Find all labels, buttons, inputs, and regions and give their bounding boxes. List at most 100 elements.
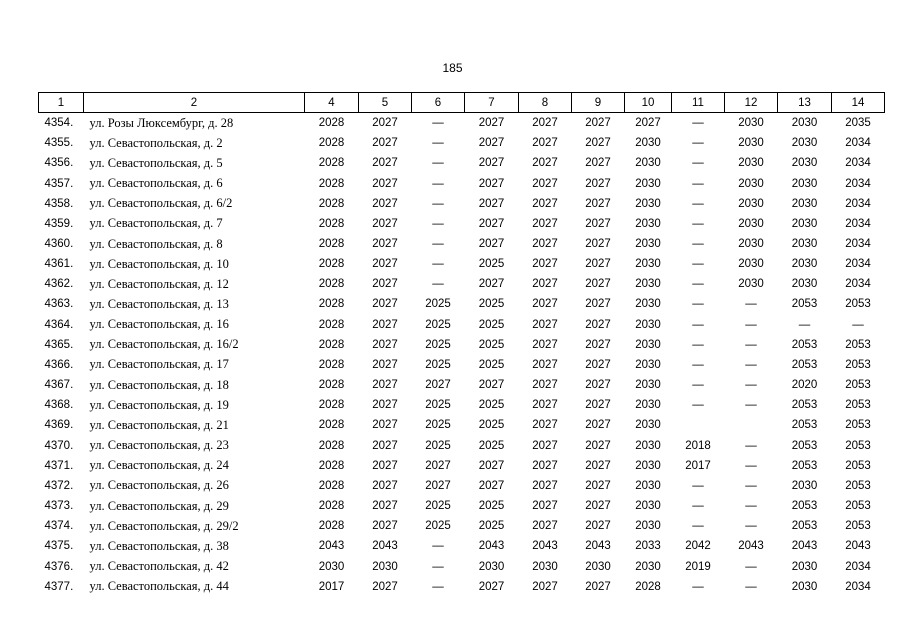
table-row: 4357. ул. Севастопольская, д. 6 2028 2027 — 2… <box>39 173 885 193</box>
row-number: 4355. <box>44 137 74 150</box>
year-cell: 2043 <box>532 540 558 553</box>
year-cell: — <box>745 338 757 351</box>
year-cell: — <box>745 459 757 472</box>
year-cell: 2027 <box>372 379 398 392</box>
year-cell: 2028 <box>318 157 345 170</box>
year-cell: 2025 <box>478 520 505 533</box>
year-cell: 2053 <box>845 500 871 513</box>
row-number: 4363. <box>44 298 74 311</box>
year-cell: 2025 <box>478 500 505 513</box>
year-cell: — <box>692 177 704 190</box>
year-cell: 2025 <box>478 318 505 331</box>
year-cell: 2027 <box>585 479 611 492</box>
header-cell: 5 <box>358 92 412 113</box>
year-cell: 2028 <box>318 197 345 210</box>
year-cell: 2043 <box>791 540 818 553</box>
year-cell: 2034 <box>845 258 871 271</box>
year-cell: 2027 <box>532 459 558 472</box>
year-cell: 2034 <box>845 217 871 230</box>
year-cell: 2027 <box>585 258 611 271</box>
header-cell: 11 <box>671 92 725 113</box>
year-cell: 2027 <box>532 479 558 492</box>
row-number: 4377. <box>44 580 74 593</box>
table-row: 4373. ул. Севастопольская, д. 29 2028 2027 2… <box>39 496 885 516</box>
table: 1 2 4 5 6 7 8 9 10 11 12 13 14 4354. ул. Розы Люксемб… <box>38 92 885 597</box>
address: ул. Севастопольская, д. 26 <box>89 478 229 493</box>
row-number: 4368. <box>44 399 74 412</box>
year-cell: 2027 <box>532 278 558 291</box>
year-cell: 2027 <box>585 379 611 392</box>
year-cell: — <box>432 560 444 573</box>
year-cell: 2053 <box>845 358 871 371</box>
row-number: 4358. <box>44 197 74 210</box>
header-cell: 13 <box>777 92 832 113</box>
year-cell: 2034 <box>845 177 871 190</box>
year-cell: 2017 <box>318 580 345 593</box>
year-cell: — <box>692 117 704 130</box>
year-cell: 2053 <box>791 459 818 472</box>
address: ул. Севастопольская, д. 12 <box>89 276 229 291</box>
address: ул. Севастопольская, д. 44 <box>89 579 229 594</box>
year-cell: 2027 <box>478 459 505 472</box>
year-cell: 2053 <box>845 479 871 492</box>
year-cell: 2053 <box>845 298 871 311</box>
year-cell: 2030 <box>585 560 611 573</box>
year-cell: 2030 <box>738 157 764 170</box>
year-cell: 2027 <box>372 278 398 291</box>
year-cell: — <box>692 217 704 230</box>
table-row: 4361. ул. Севастопольская, д. 10 2028 2027 —… <box>39 254 885 274</box>
year-cell: 2030 <box>635 278 661 291</box>
year-cell: 2027 <box>585 197 611 210</box>
year-cell: 2025 <box>478 258 505 271</box>
year-cell: 2027 <box>372 318 398 331</box>
year-cell: 2030 <box>635 338 661 351</box>
year-cell: 2027 <box>532 238 558 251</box>
year-cell: 2030 <box>635 177 661 190</box>
year-cell: 2027 <box>372 157 398 170</box>
address: ул. Севастопольская, д. 10 <box>89 256 229 271</box>
table-row: 4375. ул. Севастопольская, д. 38 2043 2043 —… <box>39 536 885 556</box>
year-cell: 2030 <box>635 520 661 533</box>
year-cell: 2030 <box>478 560 505 573</box>
year-cell: 2027 <box>532 439 558 452</box>
address: ул. Севастопольская, д. 5 <box>89 155 223 170</box>
year-cell: 2034 <box>845 560 871 573</box>
year-cell: 2028 <box>318 217 345 230</box>
year-cell: 2030 <box>791 278 818 291</box>
year-cell: 2028 <box>318 379 345 392</box>
year-cell: 2019 <box>685 560 711 573</box>
year-cell: 2028 <box>318 278 345 291</box>
year-cell: 2030 <box>738 278 764 291</box>
year-cell: 2027 <box>532 358 558 371</box>
year-cell: 2053 <box>791 500 818 513</box>
year-cell: 2030 <box>635 298 661 311</box>
year-cell: 2027 <box>425 459 451 472</box>
year-cell: 2028 <box>318 358 345 371</box>
year-cell: — <box>745 439 757 452</box>
year-cell: — <box>432 177 444 190</box>
year-cell: 2025 <box>425 298 451 311</box>
year-cell: 2027 <box>585 177 611 190</box>
year-cell: 2053 <box>845 379 871 392</box>
year-cell: 2027 <box>585 419 611 432</box>
year-cell: — <box>692 157 704 170</box>
year-cell: — <box>798 318 811 331</box>
year-cell: 2033 <box>635 540 661 553</box>
year-cell: 2025 <box>425 439 451 452</box>
header-cell: 14 <box>831 92 885 113</box>
row-number: 4356. <box>44 157 74 170</box>
year-cell: 2028 <box>318 419 345 432</box>
year-cell: 2053 <box>791 399 818 412</box>
year-cell: 2027 <box>532 137 558 150</box>
row-number: 4364. <box>44 318 74 331</box>
year-cell: 2027 <box>478 157 505 170</box>
year-cell: 2034 <box>845 157 871 170</box>
year-cell: 2030 <box>635 560 661 573</box>
table-row: 4362. ул. Севастопольская, д. 12 2028 2027 —… <box>39 274 885 294</box>
year-cell: 2027 <box>585 278 611 291</box>
address: ул. Севастопольская, д. 16/2 <box>89 337 239 352</box>
year-cell: 2030 <box>791 137 818 150</box>
year-cell: 2027 <box>585 580 611 593</box>
year-cell: — <box>745 520 757 533</box>
year-cell: 2043 <box>738 540 764 553</box>
